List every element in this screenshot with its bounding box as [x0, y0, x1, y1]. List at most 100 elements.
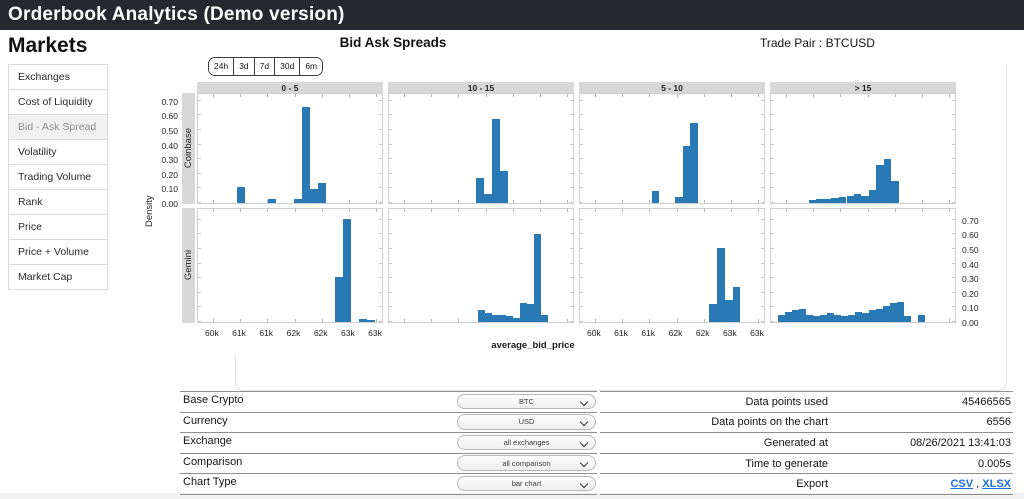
x-tick: [567, 200, 568, 203]
y-tick: [389, 129, 392, 130]
sidebar-item-cost-of-liquidity[interactable]: Cost of Liquidity: [8, 89, 108, 115]
x-tick: [703, 94, 705, 97]
x-tick: [894, 209, 896, 212]
sidebar-item-trading-volume[interactable]: Trading Volume: [8, 164, 108, 190]
exchange-select[interactable]: all exchanges: [457, 434, 596, 451]
y-tick: [198, 248, 201, 249]
facet-column-header: 10 - 15: [388, 82, 574, 94]
x-tick: [403, 94, 405, 97]
y-tick-label: 0.70: [161, 96, 178, 107]
export-csv-link[interactable]: CSV: [950, 478, 974, 491]
histogram-bar: [540, 314, 548, 322]
select-value: USD: [518, 417, 535, 427]
y-tick: [771, 277, 774, 279]
histogram-bar: [484, 193, 493, 203]
x-tick: [431, 94, 433, 97]
y-tick: [389, 172, 392, 174]
sidebar-item-volatility[interactable]: Volatility: [8, 139, 108, 165]
facet-column-header: > 15: [770, 82, 956, 94]
y-tick: [771, 158, 774, 160]
y-tick: [580, 248, 583, 249]
histogram-bar: [533, 234, 541, 322]
x-tick: [376, 94, 377, 97]
x-tick: [894, 94, 896, 97]
y-tick: [761, 143, 764, 145]
x-tick: [431, 209, 433, 212]
info-row: Export CSV , XLSX: [600, 473, 1013, 495]
x-tick-label: 61k: [614, 328, 628, 338]
x-tick: [458, 209, 460, 212]
range-button-6m[interactable]: 6m: [300, 58, 323, 75]
histogram-bar: [334, 276, 343, 322]
range-button-24h[interactable]: 24h: [209, 58, 235, 75]
y-tick: [952, 248, 955, 249]
range-button-3d[interactable]: 3d: [234, 58, 255, 75]
y-tick: [952, 114, 955, 116]
y-tick: [761, 248, 764, 249]
histogram-bar: [896, 301, 904, 322]
x-tick: [267, 209, 269, 212]
sidebar-item-bid-ask-spread[interactable]: Bid - Ask Spread: [8, 114, 108, 140]
y-tick: [580, 306, 583, 308]
x-axis-title: average_bid_price: [491, 340, 575, 351]
x-tick: [921, 200, 923, 203]
y-tick: [580, 218, 583, 220]
x-tick-label: 62k: [286, 328, 301, 338]
sidebar-item-rank[interactable]: Rank: [8, 189, 108, 215]
info-label: Data points on the chart: [711, 416, 828, 429]
y-tick: [198, 218, 201, 220]
histogram-bar: [519, 303, 527, 322]
x-tick: [267, 200, 269, 203]
x-tick: [512, 200, 514, 203]
histogram-bar: [792, 310, 799, 322]
info-label: Generated at: [763, 436, 828, 449]
control-label: Currency: [183, 414, 228, 427]
x-tick-label: 63k: [340, 328, 355, 338]
y-tick: [570, 129, 573, 130]
export-xlsx-link[interactable]: XLSX: [982, 478, 1011, 491]
histogram-bar: [651, 190, 660, 203]
y-tick-label: 0.30: [161, 155, 178, 166]
range-button-30d[interactable]: 30d: [275, 58, 301, 75]
base-crypto-select[interactable]: BTC: [457, 393, 596, 410]
y-tick-label: 0.10: [962, 303, 979, 314]
info-row: Data points used 45466565: [600, 391, 1013, 412]
x-tick: [949, 319, 950, 322]
x-tick: [758, 200, 759, 203]
control-label: Base Crypto: [183, 394, 244, 406]
x-tick: [921, 94, 923, 97]
x-tick: [294, 209, 296, 212]
y-tick: [379, 129, 382, 130]
histogram-panel: [197, 93, 383, 204]
control-row-chart-type: Chart Type bar chart: [180, 473, 597, 495]
histogram-bar: [883, 159, 892, 203]
histogram-bar: [477, 310, 485, 322]
y-tick: [379, 202, 382, 203]
facet-chart: Density average_bid_price 0 - 5 10 - 15 5 …: [140, 55, 998, 355]
x-tick: [703, 200, 705, 203]
histogram-bar: [838, 197, 847, 203]
x-tick: [813, 94, 815, 97]
y-tick: [771, 321, 774, 322]
sidebar-item-market-cap[interactable]: Market Cap: [8, 264, 108, 290]
y-tick: [952, 306, 955, 308]
sidebar-item-exchanges[interactable]: Exchanges: [8, 64, 108, 90]
histogram-bar: [824, 198, 832, 203]
y-tick-label: 0.30: [962, 274, 979, 285]
y-tick: [952, 172, 955, 174]
y-tick: [580, 262, 583, 264]
sidebar-item-price[interactable]: Price: [8, 214, 108, 240]
y-tick: [952, 262, 955, 264]
x-tick: [567, 209, 568, 212]
comparison-select[interactable]: all comparison: [457, 455, 596, 471]
range-button-7d[interactable]: 7d: [254, 58, 276, 75]
sidebar-item-price-volume[interactable]: Price + Volume: [8, 239, 108, 265]
x-tick: [212, 94, 214, 97]
control-row-base-crypto: Base Crypto BTC: [180, 391, 597, 412]
chart-type-select[interactable]: bar chart: [457, 475, 596, 492]
info-value: 08/26/2021 13:41:03: [910, 436, 1011, 449]
x-tick: [539, 200, 541, 203]
x-tick: [348, 209, 350, 212]
currency-select[interactable]: USD: [457, 414, 596, 430]
x-tick-label: 61k: [641, 328, 656, 338]
